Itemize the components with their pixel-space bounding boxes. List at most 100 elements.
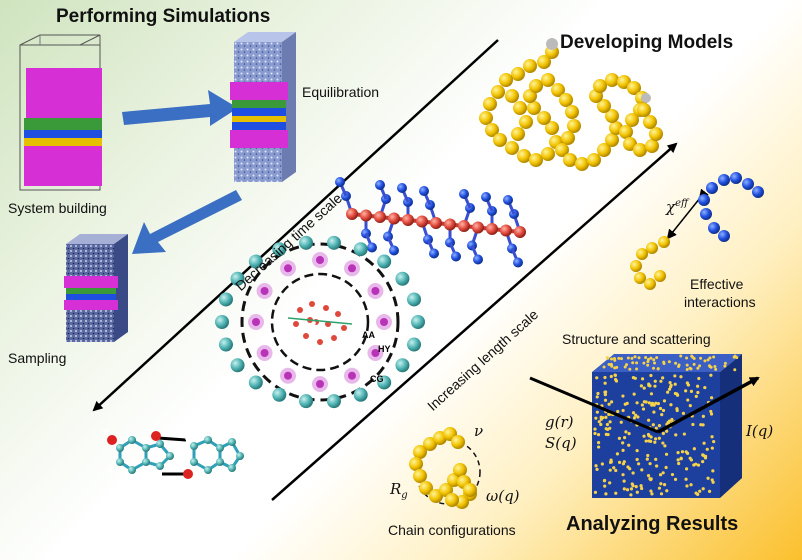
particle-dot <box>635 367 639 371</box>
aa-atom <box>309 301 315 307</box>
particle-dot <box>679 354 683 358</box>
yellow-bead <box>511 127 525 141</box>
particle-dot <box>703 456 708 460</box>
aa-hydrogen <box>298 325 302 329</box>
title-performing-simulations: Performing Simulations <box>56 6 271 27</box>
particle-dot <box>709 396 714 400</box>
particle-dot <box>701 487 705 491</box>
aa-atom <box>317 339 323 345</box>
particle-dot <box>654 426 658 430</box>
particle-dot <box>691 422 695 427</box>
particle-dot <box>605 356 609 360</box>
side-chain-bead <box>419 186 429 196</box>
hydrogen-atom <box>125 475 131 481</box>
cg-bead <box>272 242 287 257</box>
particle-dot <box>603 398 608 402</box>
oxygen-atom <box>151 431 161 441</box>
hy-bead <box>260 349 269 357</box>
particle-dot <box>647 383 651 387</box>
particle-dot <box>610 364 614 368</box>
yellow-bead <box>575 157 589 171</box>
particle-dot <box>692 362 696 366</box>
caption-system-building: System building <box>8 200 107 216</box>
yellow-bead <box>523 59 537 73</box>
incident-beam-arrow <box>529 376 659 434</box>
blue-bead <box>752 186 764 198</box>
particle-dot <box>661 441 665 445</box>
particle-dot <box>597 420 601 424</box>
particle-dot <box>631 411 636 415</box>
particle-dot <box>647 418 651 422</box>
side-chain-bead <box>473 254 483 265</box>
particle-dot <box>679 456 683 460</box>
particle-dot <box>594 416 598 420</box>
cg-bead <box>353 242 368 257</box>
particle-dot <box>622 460 626 464</box>
yellow-bead <box>555 143 569 157</box>
particle-dot <box>647 439 651 443</box>
side-chain-bead <box>397 183 407 193</box>
particle-dot <box>646 363 650 367</box>
chi-symbol: χ <box>666 198 676 216</box>
particle-dot <box>710 435 714 439</box>
hy-bead <box>284 371 292 380</box>
aa-atom <box>341 325 347 331</box>
hy-bead <box>371 287 380 295</box>
scattering-cube <box>529 354 760 498</box>
yellow-bead <box>505 141 519 155</box>
particle-dot <box>680 450 685 454</box>
particle-dot <box>675 393 680 397</box>
ring-atom <box>116 444 124 452</box>
particle-dot <box>629 493 633 497</box>
particle-dot <box>607 402 611 406</box>
particle-dot <box>669 403 673 407</box>
yellow-bead <box>483 97 497 111</box>
particle-dot <box>707 364 711 368</box>
hydrogen-bond <box>157 436 187 442</box>
cg-bead <box>299 235 314 250</box>
omega-q-label: ω(q) <box>486 487 520 505</box>
particle-dot <box>635 490 639 494</box>
particle-dot <box>682 432 686 436</box>
particle-dot <box>602 365 606 369</box>
particle-dot <box>685 363 689 367</box>
scattered-beam-arrow <box>657 376 760 434</box>
particle-dot <box>644 439 648 443</box>
yellow-bead <box>605 73 619 87</box>
time-scale-arrow <box>92 39 499 412</box>
yellow-bead <box>649 127 663 141</box>
particle-dot <box>653 379 657 383</box>
caption-chain-configurations: Chain configurations <box>388 522 516 538</box>
particle-dot <box>684 450 688 454</box>
multiscale-shells: AA HY CG <box>215 235 425 409</box>
particle-dot <box>609 400 614 404</box>
particle-dot <box>642 361 646 365</box>
particle-dot <box>624 430 628 434</box>
particle-dot <box>657 423 662 428</box>
particle-dot <box>603 484 607 488</box>
aa-atom <box>297 307 303 313</box>
particle-dot <box>664 452 669 456</box>
particle-dot <box>613 377 618 382</box>
ring-atom <box>228 464 236 472</box>
caption-sampling: Sampling <box>8 350 67 366</box>
particle-dot <box>697 376 701 381</box>
yellow-bead <box>463 483 477 497</box>
backbone-bead <box>360 209 372 222</box>
particle-dot <box>609 458 613 462</box>
yellow-bead <box>493 133 507 147</box>
hy-bead <box>348 371 356 380</box>
length-scale-arrow <box>271 142 678 501</box>
side-chain-bead <box>513 257 523 268</box>
hy-bead <box>316 380 324 388</box>
particle-dot <box>665 429 669 433</box>
yellow-bead <box>453 463 467 477</box>
particle-dot <box>603 381 607 385</box>
particle-dot <box>593 431 597 436</box>
particle-dot <box>650 492 654 496</box>
particle-dot <box>635 449 639 453</box>
rg-label: Rg <box>390 480 408 501</box>
yellow-bead <box>409 457 423 471</box>
rg-subscript: g <box>401 490 408 501</box>
particle-dot <box>596 445 601 449</box>
